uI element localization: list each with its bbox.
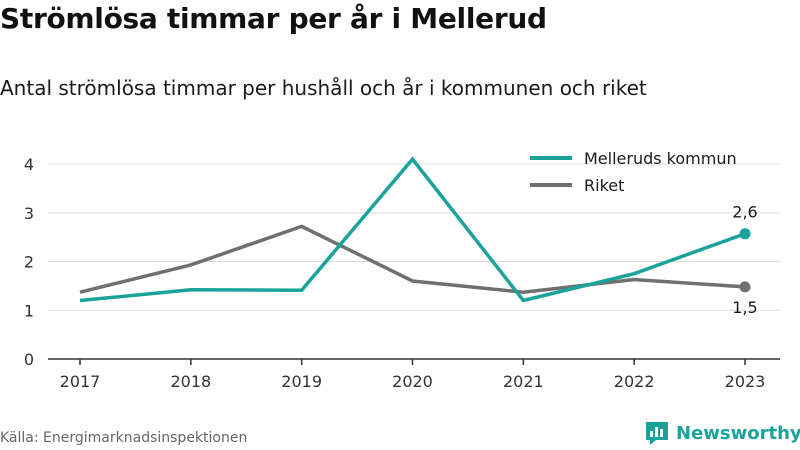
x-tick-label: 2019 (281, 372, 322, 391)
x-tick-label: 2021 (503, 372, 544, 391)
data-label-riket: 1,5 (732, 298, 757, 317)
y-tick-label: 4 (24, 155, 34, 174)
x-tick-label: 2020 (392, 372, 433, 391)
end-point-melleruds-kommun (739, 228, 751, 240)
series-line-melleruds-kommun (79, 156, 746, 303)
x-tick-label: 2017 (60, 372, 101, 391)
y-tick-label: 1 (24, 301, 34, 320)
brand-name: Newsworthy (676, 422, 800, 444)
x-tick-label: 2018 (170, 372, 211, 391)
y-tick-label: 3 (24, 204, 34, 223)
series-line-riket (79, 224, 746, 294)
end-point-riket (739, 281, 751, 293)
bar-chart-icon (646, 422, 668, 445)
x-tick-label: 2022 (614, 372, 655, 391)
y-tick-label: 2 (24, 253, 34, 272)
chart-title: Strömlösa timmar per år i Mellerud (0, 2, 547, 35)
data-label-melleruds-kommun: 2,6 (732, 203, 757, 222)
brand-logo: Newsworthy (644, 418, 800, 448)
legend-label: Melleruds kommun (584, 149, 737, 168)
legend-label: Riket (584, 176, 624, 195)
x-tick-label: 2023 (725, 372, 766, 391)
y-tick-label: 0 (24, 350, 34, 369)
source-note: Källa: Energimarknadsinspektionen (0, 430, 248, 446)
chart-subtitle: Antal strömlösa timmar per hushåll och å… (0, 76, 647, 100)
